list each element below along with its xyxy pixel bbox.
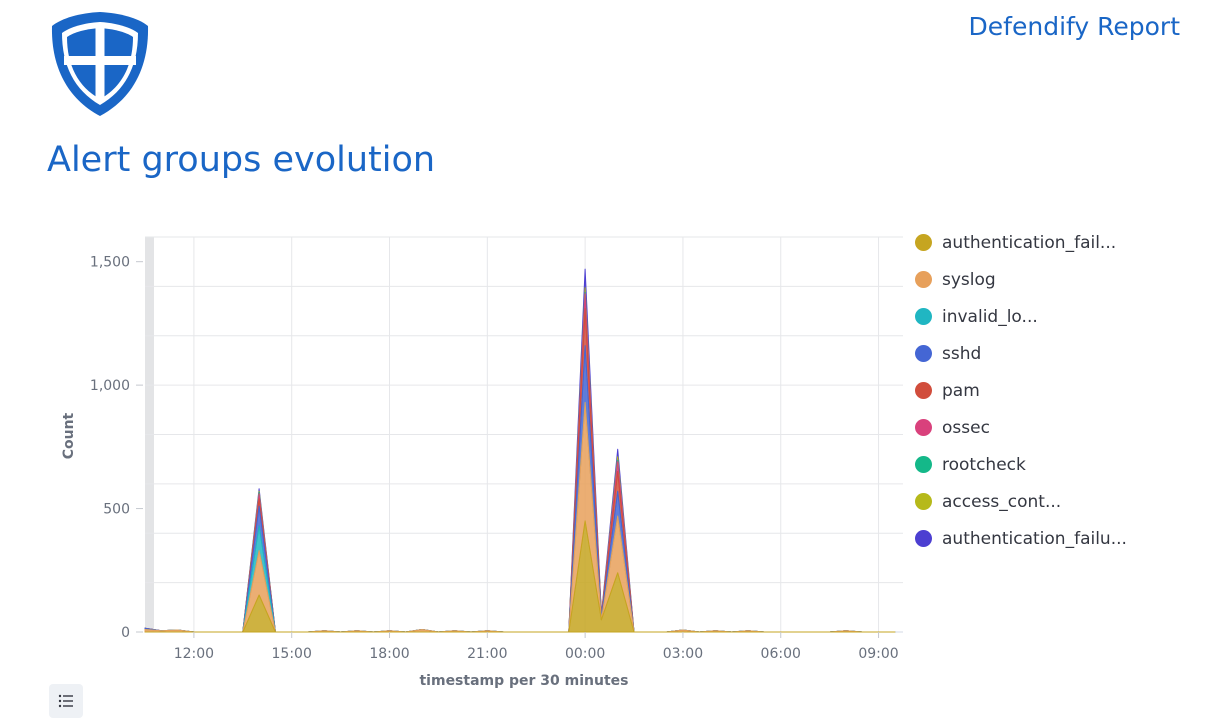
legend-color-dot <box>915 382 932 399</box>
x-tick-label: 12:00 <box>174 646 214 662</box>
legend-item[interactable]: rootcheck <box>915 446 1127 483</box>
y-tick-label: 500 <box>103 502 130 518</box>
y-tick-label: 1,000 <box>90 378 130 394</box>
y-tick-label: 1,500 <box>90 255 130 271</box>
legend-item[interactable]: ossec <box>915 409 1127 446</box>
x-tick-label: 15:00 <box>272 646 312 662</box>
x-tick-label: 06:00 <box>761 646 801 662</box>
legend-label: syslog <box>942 269 996 290</box>
y-axis-ticks: 0 500 1,000 1,500 <box>90 255 143 641</box>
area-series-authentication-fail[interactable] <box>144 520 896 633</box>
x-tick-label: 09:00 <box>858 646 898 662</box>
legend-color-dot <box>915 345 932 362</box>
area-chart: 0 500 1,000 1,500 12:00 15:00 18:00 21:00 00:00… <box>61 236 903 689</box>
legend-item[interactable]: authentication_fail... <box>915 224 1127 261</box>
y-tick-label: 0 <box>121 625 130 641</box>
chart-areas[interactable] <box>144 268 896 633</box>
legend-toggle-button[interactable] <box>49 684 83 718</box>
x-axis-label: timestamp per 30 minutes <box>419 673 628 689</box>
legend-label: access_cont... <box>942 491 1062 512</box>
legend-color-dot <box>915 271 932 288</box>
x-tick-label: 03:00 <box>663 646 703 662</box>
legend-color-dot <box>915 419 932 436</box>
list-icon <box>58 694 73 708</box>
legend-item[interactable]: pam <box>915 372 1127 409</box>
legend-label: ossec <box>942 417 990 438</box>
x-axis-ticks: 12:00 15:00 18:00 21:00 00:00 03:00 06:00 09:00 <box>174 632 899 662</box>
legend-item[interactable]: access_cont... <box>915 483 1127 520</box>
legend-color-dot <box>915 308 932 325</box>
x-tick-label: 00:00 <box>565 646 605 662</box>
legend-item[interactable]: invalid_lo... <box>915 298 1127 335</box>
legend-color-dot <box>915 493 932 510</box>
x-tick-label: 18:00 <box>369 646 409 662</box>
shield-logo-icon <box>51 12 149 116</box>
legend-item[interactable]: sshd <box>915 335 1127 372</box>
legend-color-dot <box>915 530 932 547</box>
legend-color-dot <box>915 456 932 473</box>
legend-label: authentication_failu... <box>942 528 1127 549</box>
legend-label: authentication_fail... <box>942 232 1117 253</box>
legend-color-dot <box>915 234 932 251</box>
y-axis-label: Count <box>61 412 77 459</box>
page-title: Alert groups evolution <box>47 140 436 180</box>
legend-item[interactable]: syslog <box>915 261 1127 298</box>
legend-label: sshd <box>942 343 982 364</box>
chart-legend: authentication_fail...syslog invalid_lo..… <box>915 224 1127 557</box>
legend-label: rootcheck <box>942 454 1026 475</box>
x-tick-label: 21:00 <box>467 646 507 662</box>
legend-item[interactable]: authentication_failu... <box>915 520 1127 557</box>
report-title: Defendify Report <box>968 12 1180 41</box>
legend-label: invalid_lo... <box>942 306 1038 327</box>
legend-label: pam <box>942 380 980 401</box>
